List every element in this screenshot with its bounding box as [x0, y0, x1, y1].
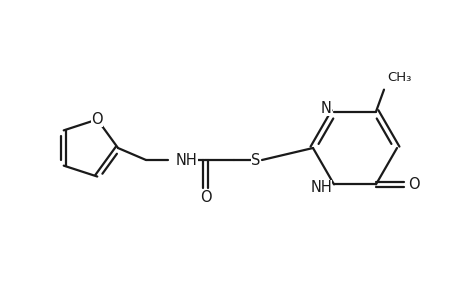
- Text: N: N: [320, 101, 331, 116]
- Text: NH: NH: [309, 180, 331, 195]
- Text: O: O: [200, 190, 211, 206]
- Text: CH₃: CH₃: [386, 71, 410, 84]
- Text: O: O: [91, 112, 103, 127]
- Text: NH: NH: [176, 152, 197, 167]
- Text: S: S: [251, 152, 260, 167]
- Text: O: O: [407, 177, 419, 192]
